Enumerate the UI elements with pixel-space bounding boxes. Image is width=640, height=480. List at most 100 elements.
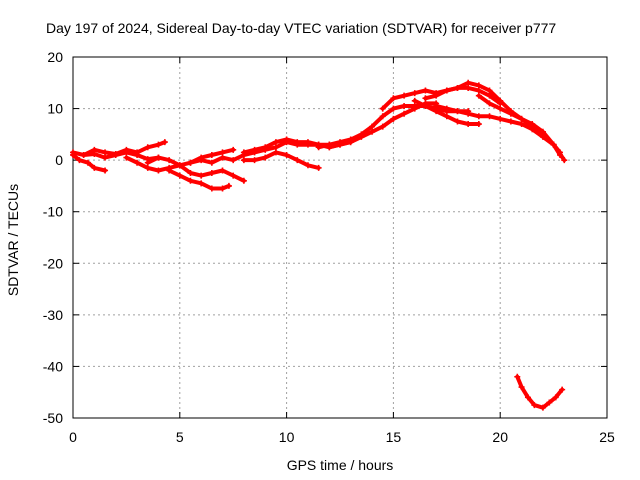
data-point: [102, 167, 109, 174]
data-point: [507, 118, 514, 125]
data-point: [514, 373, 521, 380]
data-point: [422, 87, 429, 94]
data-point: [230, 146, 237, 153]
data-point: [91, 164, 98, 171]
chart-title: Day 197 of 2024, Sidereal Day-to-day VTE…: [46, 20, 556, 36]
data-point: [550, 141, 557, 148]
data-point: [80, 151, 87, 158]
data-point: [315, 144, 322, 151]
series-arc-8: [240, 149, 322, 171]
x-tick-label: 0: [69, 429, 77, 445]
data-point: [552, 394, 559, 401]
data-point: [497, 105, 504, 112]
data-point: [262, 144, 269, 151]
data-point: [208, 170, 215, 177]
data-point: [557, 151, 564, 158]
series-arc-13: [422, 79, 568, 164]
data-point: [475, 113, 482, 120]
data-point: [518, 384, 525, 391]
data-point: [422, 102, 429, 109]
data-point: [401, 92, 408, 99]
data-point: [539, 128, 546, 135]
data-point: [240, 157, 247, 164]
data-point: [112, 151, 119, 158]
data-point: [475, 121, 482, 128]
data-point: [219, 149, 226, 156]
y-tick-label: -10: [43, 204, 63, 220]
plot-frame: [72, 56, 608, 419]
data-point: [475, 82, 482, 89]
data-point: [524, 394, 531, 401]
data-point: [465, 84, 472, 91]
data-point: [347, 139, 354, 146]
data-point: [294, 139, 301, 146]
data-points: [70, 79, 568, 411]
y-tick-label: -50: [43, 410, 63, 426]
series-arc-16: [475, 92, 564, 158]
data-point: [166, 167, 173, 174]
data-point: [475, 87, 482, 94]
data-point: [251, 157, 258, 164]
series-line: [423, 80, 567, 163]
data-point: [208, 159, 215, 166]
data-point: [518, 121, 525, 128]
data-point: [102, 154, 109, 161]
data-point: [559, 386, 566, 393]
series-arc-5: [144, 154, 247, 184]
data-point: [155, 167, 162, 174]
data-point: [529, 121, 536, 128]
data-point: [454, 108, 461, 115]
data-point: [272, 139, 279, 146]
data-point: [166, 157, 173, 164]
data-point: [546, 399, 553, 406]
data-point: [187, 159, 194, 166]
data-point: [539, 404, 546, 411]
data-point: [144, 164, 151, 171]
data-point: [411, 97, 418, 104]
data-point: [70, 151, 76, 158]
grid: [73, 57, 607, 418]
data-point: [401, 110, 408, 117]
data-point: [358, 133, 365, 140]
data-point: [294, 157, 301, 164]
data-point: [230, 157, 237, 164]
data-point: [337, 141, 343, 148]
data-point: [304, 162, 311, 169]
data-point: [433, 108, 440, 115]
series-arc-17: [514, 373, 566, 411]
data-point: [198, 180, 205, 187]
y-tick-label: 10: [47, 101, 63, 117]
data-point: [379, 113, 386, 120]
data-point: [315, 164, 322, 171]
data-point: [369, 123, 376, 130]
data-point: [91, 150, 98, 157]
data-point: [390, 105, 397, 112]
data-point: [187, 177, 194, 184]
data-point: [240, 177, 247, 184]
data-point: [390, 115, 397, 122]
series-arc-15: [433, 102, 564, 156]
data-point: [422, 95, 429, 102]
data-point: [433, 92, 440, 99]
data-point: [219, 154, 226, 161]
data-point: [123, 149, 130, 156]
x-tick-label: 15: [386, 429, 402, 445]
data-point: [433, 102, 440, 109]
data-point: [304, 139, 311, 146]
data-point: [262, 154, 269, 161]
data-point: [443, 113, 450, 120]
data-point: [123, 154, 130, 161]
data-point: [454, 84, 461, 91]
data-point: [369, 128, 376, 135]
data-point: [144, 159, 151, 166]
data-point: [144, 144, 151, 151]
x-tick-label: 20: [492, 429, 508, 445]
data-point: [401, 102, 408, 109]
y-tick-label: -40: [43, 358, 63, 374]
x-tick-label: 25: [599, 429, 615, 445]
series-line: [145, 155, 246, 183]
series-arc-11: [326, 100, 440, 151]
data-point: [507, 110, 514, 117]
data-point: [176, 162, 183, 169]
